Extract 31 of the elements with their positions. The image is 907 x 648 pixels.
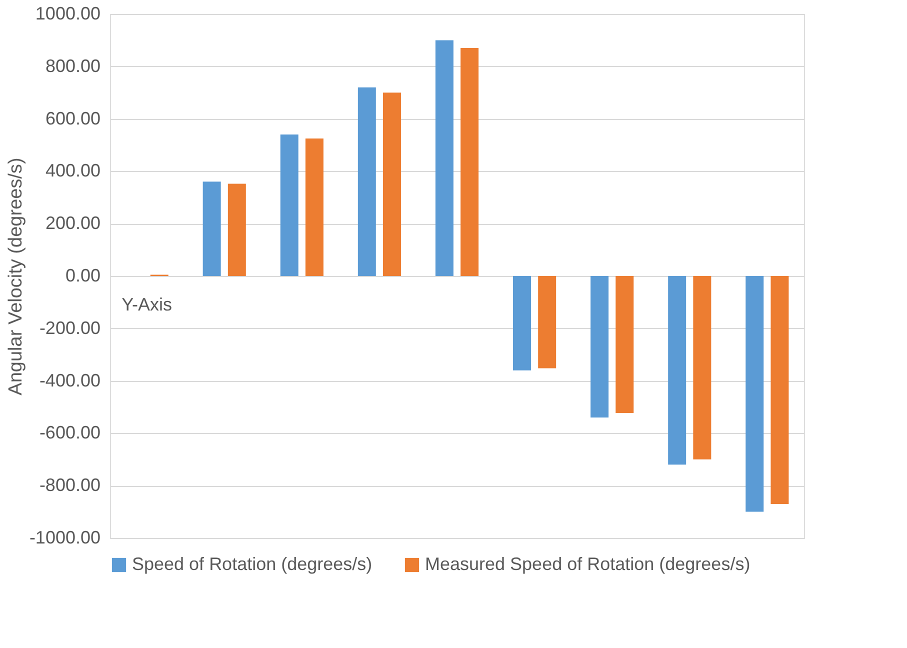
y-tick-label: 1000.00	[35, 4, 100, 24]
y-tick-label: 200.00	[45, 213, 100, 234]
y-tick-label: -600.00	[39, 422, 100, 443]
bar	[280, 134, 298, 276]
bar	[590, 276, 609, 418]
bar	[616, 276, 634, 414]
bar	[538, 276, 556, 368]
bar	[770, 276, 789, 504]
y-tick-label: 600.00	[45, 108, 100, 128]
legend-label: Speed of Rotation (degrees/s)	[132, 554, 372, 574]
y-tick-label: -200.00	[39, 318, 100, 338]
x-tick-label: Y-Axis	[122, 294, 172, 314]
y-tick-label: 0.00	[65, 266, 100, 286]
legend-label: Measured Speed of Rotation (degrees/s)	[425, 554, 750, 574]
y-tick-label: -1000.00	[29, 528, 100, 548]
bar	[460, 48, 479, 276]
bar	[383, 92, 401, 276]
bar	[228, 184, 246, 276]
bar	[746, 276, 764, 512]
y-tick-label: -400.00	[39, 370, 100, 390]
bar	[435, 40, 454, 276]
bar	[513, 276, 531, 370]
bar	[693, 276, 712, 460]
y-axis-title: Angular Velocity (degrees/s)	[5, 158, 26, 396]
y-tick-label: 800.00	[45, 56, 100, 76]
y-tick-label: -800.00	[39, 475, 100, 496]
bar	[358, 87, 376, 276]
bar	[668, 276, 686, 465]
bar	[305, 138, 324, 276]
y-tick-label: 400.00	[45, 160, 100, 181]
bar	[202, 182, 221, 276]
